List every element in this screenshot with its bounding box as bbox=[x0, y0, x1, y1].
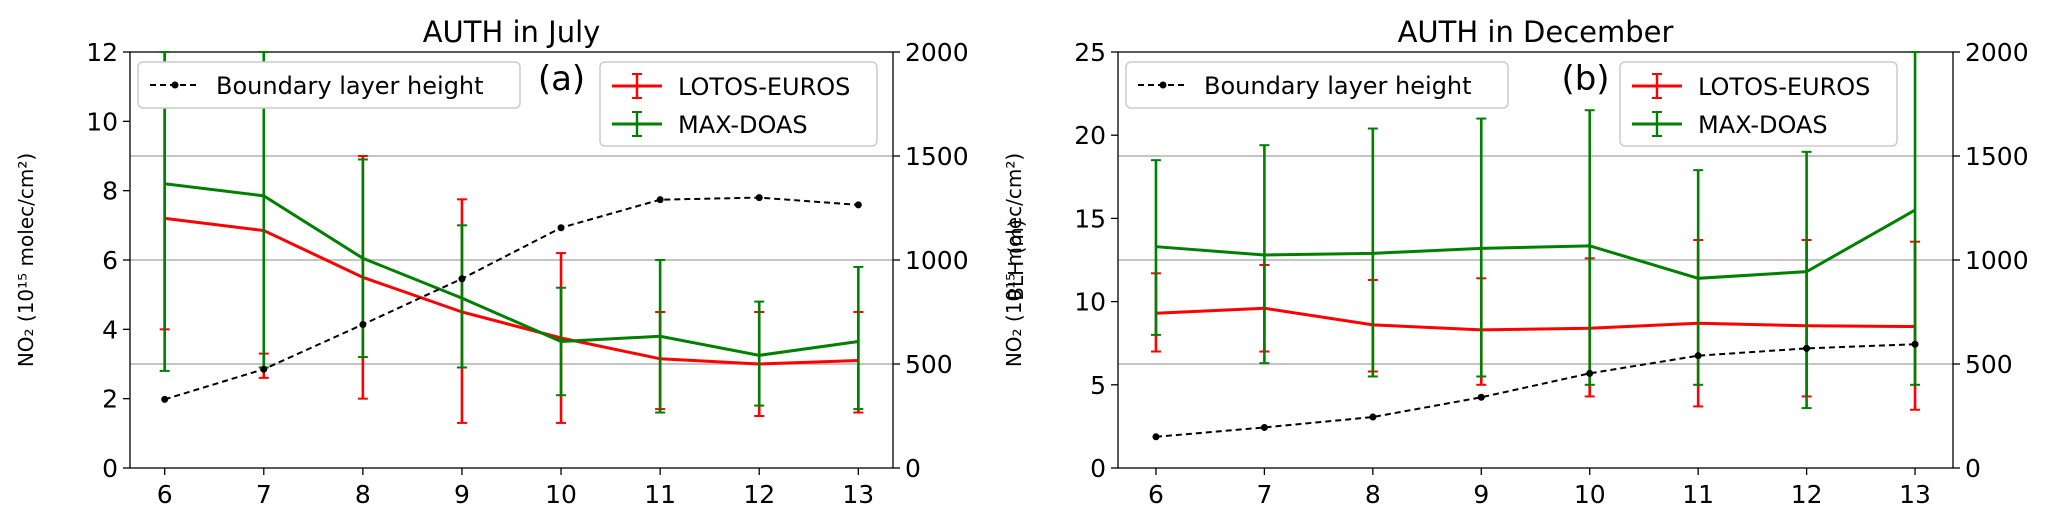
y-right-tick-label: 500 bbox=[905, 350, 953, 379]
y-left-tick-label: 10 bbox=[1074, 288, 1106, 317]
y-right-tick-label: 2000 bbox=[905, 38, 969, 67]
data-point bbox=[1152, 433, 1160, 441]
x-tick-label: 9 bbox=[1473, 480, 1489, 509]
legend-label: Boundary layer height bbox=[216, 72, 484, 100]
x-tick-label: 10 bbox=[1574, 480, 1606, 509]
y-right-label: BLH (m) bbox=[1004, 219, 1028, 300]
x-tick-label: 7 bbox=[1256, 480, 1272, 509]
y-left-tick-label: 6 bbox=[102, 246, 118, 275]
y-left-tick-label: 8 bbox=[102, 177, 118, 206]
data-point bbox=[1477, 393, 1485, 401]
data-point bbox=[458, 275, 466, 283]
y-right-tick-label: 1500 bbox=[905, 142, 969, 171]
y-left-label: NO₂ (10¹⁵ molec/cm²) bbox=[1002, 153, 1026, 367]
legend-marker bbox=[171, 81, 179, 89]
y-right-tick-label: 1000 bbox=[905, 246, 969, 275]
y-left-tick-label: 25 bbox=[1074, 38, 1106, 67]
y-left-tick-label: 0 bbox=[102, 454, 118, 483]
y-right-tick-label: 500 bbox=[1965, 350, 2013, 379]
panel-label: (b) bbox=[1561, 59, 1609, 99]
y-right-label: BLH (m) bbox=[2064, 219, 2067, 300]
legend-label: MAX-DOAS bbox=[678, 111, 808, 139]
data-point bbox=[854, 201, 862, 209]
x-tick-label: 6 bbox=[157, 480, 173, 509]
x-tick-label: 6 bbox=[1148, 480, 1164, 509]
y-right-tick-label: 0 bbox=[905, 454, 921, 483]
y-left-tick-label: 0 bbox=[1090, 454, 1106, 483]
x-tick-label: 8 bbox=[1365, 480, 1381, 509]
chart-panel-1: 0 2 4 6 8 10 12 0 500 1000 1500 2000 6 7 8 9 10 11 12 13 AUT… bbox=[14, 15, 1028, 509]
data-point bbox=[1369, 413, 1377, 421]
chart-title: AUTH in December bbox=[1398, 15, 1674, 49]
data-point bbox=[161, 395, 169, 403]
data-point bbox=[260, 365, 268, 373]
series-line bbox=[1155, 343, 1916, 438]
x-tick-label: 11 bbox=[1682, 480, 1714, 509]
y-left-tick-label: 15 bbox=[1074, 204, 1106, 233]
x-tick-label: 12 bbox=[743, 480, 775, 509]
legend-box-left bbox=[1125, 61, 1509, 109]
y-left-tick-label: 10 bbox=[86, 107, 118, 136]
y-right-tick-label: 1000 bbox=[1965, 246, 2029, 275]
y-left-tick-label: 2 bbox=[102, 385, 118, 414]
legend-label: LOTOS-EUROS bbox=[1698, 73, 1870, 101]
x-tick-label: 13 bbox=[842, 480, 874, 509]
y-left-tick-label: 5 bbox=[1090, 371, 1106, 400]
legend-label: LOTOS-EUROS bbox=[678, 73, 850, 101]
y-left-tick-label: 4 bbox=[102, 315, 118, 344]
legend-box-right bbox=[599, 61, 878, 147]
x-tick-label: 11 bbox=[644, 480, 676, 509]
y-right-tick-label: 1500 bbox=[1965, 142, 2029, 171]
legend-marker bbox=[1159, 81, 1167, 89]
y-right-tick-label: 0 bbox=[1965, 454, 1981, 483]
y-left-tick-label: 20 bbox=[1074, 121, 1106, 150]
data-point bbox=[359, 320, 367, 328]
data-point bbox=[1260, 423, 1268, 431]
x-tick-label: 12 bbox=[1791, 480, 1823, 509]
y-left-tick-label: 12 bbox=[86, 38, 118, 67]
series-line bbox=[164, 196, 859, 401]
data-point bbox=[557, 224, 565, 232]
legend-box-left bbox=[137, 61, 521, 109]
data-point bbox=[1803, 344, 1811, 352]
series-line bbox=[164, 216, 859, 366]
data-point bbox=[656, 196, 664, 204]
y-right-tick-label: 2000 bbox=[1965, 38, 2029, 67]
data-point bbox=[1694, 352, 1702, 360]
data-point bbox=[1586, 369, 1594, 377]
chart-panel-2: 0 5 10 15 20 25 0 500 1000 1500 2000 6 7 8 9 10 11 12 13 AU… bbox=[1002, 15, 2067, 509]
x-tick-label: 10 bbox=[545, 480, 577, 509]
panel-label: (a) bbox=[538, 59, 585, 99]
legend-label: Boundary layer height bbox=[1204, 72, 1472, 100]
series-line bbox=[1155, 208, 1916, 280]
chart-title: AUTH in July bbox=[423, 15, 601, 49]
data-point bbox=[1911, 340, 1919, 348]
legend-label: MAX-DOAS bbox=[1698, 111, 1828, 139]
x-tick-label: 7 bbox=[256, 480, 272, 509]
legend-box-right bbox=[1619, 61, 1898, 147]
x-tick-label: 8 bbox=[355, 480, 371, 509]
x-tick-label: 9 bbox=[454, 480, 470, 509]
x-tick-label: 13 bbox=[1899, 480, 1931, 509]
data-point bbox=[755, 194, 763, 202]
series-line bbox=[164, 182, 859, 357]
series-line bbox=[1155, 306, 1916, 332]
y-left-label: NO₂ (10¹⁵ molec/cm²) bbox=[14, 153, 38, 367]
